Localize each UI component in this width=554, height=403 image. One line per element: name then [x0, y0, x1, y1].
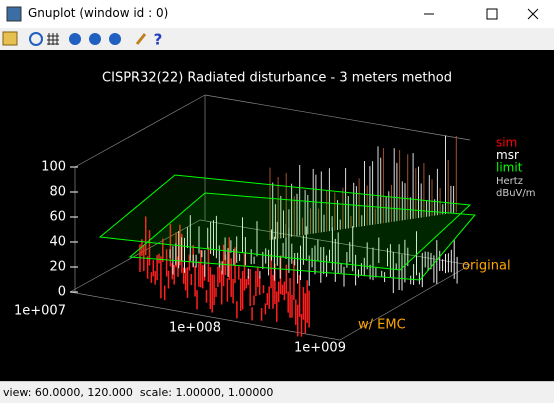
plot-background: [0, 50, 554, 381]
title-bar: Gnuplot (window id : 0): [0, 0, 554, 28]
legend-note: dBuV/m: [496, 188, 536, 199]
x-tick-label: 1e+009: [294, 341, 346, 356]
legend-note: Hertz: [496, 176, 523, 187]
zoom-next-button[interactable]: [89, 33, 101, 45]
y-axis-label: w/ EMC: [358, 318, 406, 333]
title-icons: [6, 6, 539, 22]
y-axis-label: original: [462, 259, 511, 274]
z-tick-label: 80: [49, 185, 66, 200]
toolbar-icons: ?: [2, 31, 163, 49]
legend-entry: limit: [496, 161, 523, 175]
help-button[interactable]: ?: [154, 31, 163, 49]
window-title: Gnuplot (window id : 0): [28, 6, 169, 20]
autoscale-button[interactable]: [109, 33, 121, 45]
limit-plane: [128, 192, 477, 281]
frame-line: [339, 264, 471, 341]
limit-plane: [98, 174, 472, 271]
z-tick-label: 100: [41, 160, 66, 175]
options-button[interactable]: [135, 33, 147, 45]
close-button[interactable]: [527, 8, 539, 20]
plot-title: CISPR32(22) Radiated disturbance - 3 met…: [102, 71, 452, 86]
status-text: view: 60.0000, 120.000 scale: 1.00000, 1…: [3, 386, 274, 399]
replot-button[interactable]: [29, 32, 43, 46]
frame-line: [69, 291, 341, 341]
z-tick-label: 0: [58, 285, 66, 300]
toolbar: ?: [0, 28, 554, 51]
legend-entry: msr: [496, 148, 519, 162]
app-icon: [6, 6, 22, 22]
copy-button[interactable]: [2, 31, 18, 46]
frame-line: [74, 94, 206, 168]
x-tick-label: 1e+007: [14, 304, 66, 319]
legend-entry: sim: [496, 136, 517, 150]
z-tick-label: 20: [49, 260, 66, 275]
zoom-prev-button[interactable]: [69, 33, 81, 45]
frame-line: [204, 94, 471, 141]
grid-button[interactable]: [47, 33, 59, 45]
z-tick-label: 60: [49, 210, 66, 225]
status-bar: view: 60.0000, 120.000 scale: 1.00000, 1…: [0, 381, 554, 403]
plot-3d-frame: [69, 94, 477, 341]
x-tick-label: 1e+008: [169, 321, 221, 336]
maximize-button[interactable]: [486, 8, 498, 20]
plot-area: CISPR32(22) Radiated disturbance - 3 met…: [0, 50, 554, 381]
z-tick-label: 40: [49, 235, 66, 250]
